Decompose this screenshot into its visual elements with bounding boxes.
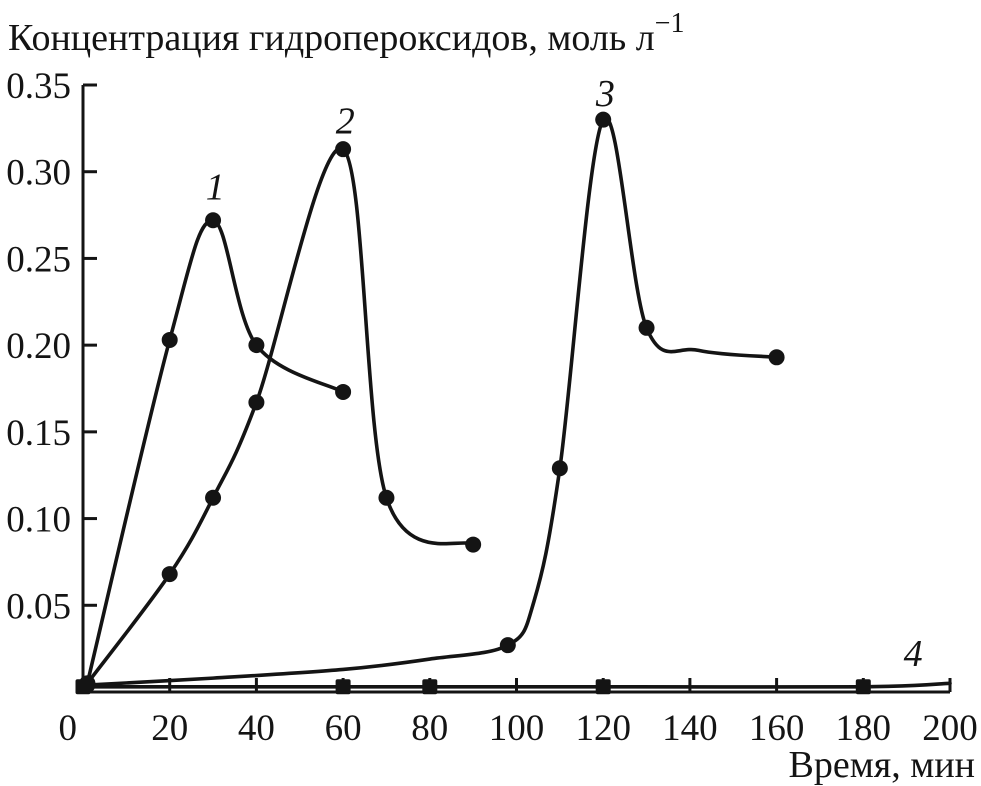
x-tick-label: 60 <box>325 708 362 749</box>
series-3-marker <box>638 319 655 336</box>
series-2-curve: 2 <box>79 101 482 692</box>
series-4-curve: 4 <box>75 633 952 695</box>
y-tick-label: 0.10 <box>6 500 71 541</box>
y-tick-label: 0.15 <box>6 413 71 454</box>
y-tick-label: 0.05 <box>6 586 71 627</box>
series-1-marker <box>205 212 222 229</box>
y-axis: 0.05 0.10 0.15 0.20 0.25 0.30 0.35 <box>6 66 97 627</box>
x-tick-label: 40 <box>238 708 275 749</box>
series-2-label: 2 <box>336 101 355 143</box>
series-3-curve: 3 <box>79 73 785 694</box>
series-1-label: 1 <box>206 166 225 208</box>
series-1-line <box>85 218 345 686</box>
chart-title-superscript: −1 <box>655 8 685 39</box>
x-tick-label: 20 <box>151 708 188 749</box>
series-2-marker <box>161 566 178 583</box>
series-2-marker <box>248 394 265 411</box>
y-tick-label: 0.35 <box>6 66 71 107</box>
series-3-marker <box>551 460 568 477</box>
x-tick-label: 180 <box>836 708 892 749</box>
x-tick-label: 200 <box>922 708 978 749</box>
series-4-marker <box>595 679 611 695</box>
chart-title-text: Концентрация гидропероксидов, моль л <box>8 17 655 59</box>
x-tick-label: 140 <box>662 708 718 749</box>
series-2-marker <box>205 489 222 506</box>
series-2-marker <box>378 489 395 506</box>
x-tick-label: 100 <box>489 708 545 749</box>
series-1-marker <box>161 331 178 348</box>
series-3-marker <box>499 637 516 654</box>
series-4-marker <box>335 679 351 695</box>
y-tick-label: 0.20 <box>6 326 71 367</box>
series-4-label: 4 <box>904 633 923 675</box>
chart-title: Концентрация гидропероксидов, моль л−1 <box>8 8 684 59</box>
series-1-marker <box>335 383 352 400</box>
series-2-line <box>85 146 475 686</box>
x-axis-label: Время, мин <box>789 744 975 786</box>
series-4-marker <box>855 679 871 695</box>
series-1-curve: 1 <box>79 166 352 692</box>
series-3-marker <box>768 349 785 366</box>
series-4-marker <box>422 679 438 695</box>
series-2-marker <box>465 536 482 553</box>
x-tick-label: 120 <box>575 708 631 749</box>
x-tick-label: 80 <box>411 708 448 749</box>
series-3-marker <box>595 111 612 128</box>
x-tick-label: 160 <box>749 708 805 749</box>
series-4-marker <box>75 679 91 695</box>
x-axis: 0 20 40 60 80 100 120 140 160 180 200 <box>59 678 978 749</box>
series-2-marker <box>335 141 352 158</box>
series-3-line <box>85 115 779 687</box>
series-1-marker <box>248 337 265 354</box>
y-tick-label: 0.30 <box>6 153 71 194</box>
y-tick-label: 0.25 <box>6 239 71 280</box>
series-3-label: 3 <box>595 73 615 115</box>
x-tick-label: 0 <box>59 708 78 749</box>
